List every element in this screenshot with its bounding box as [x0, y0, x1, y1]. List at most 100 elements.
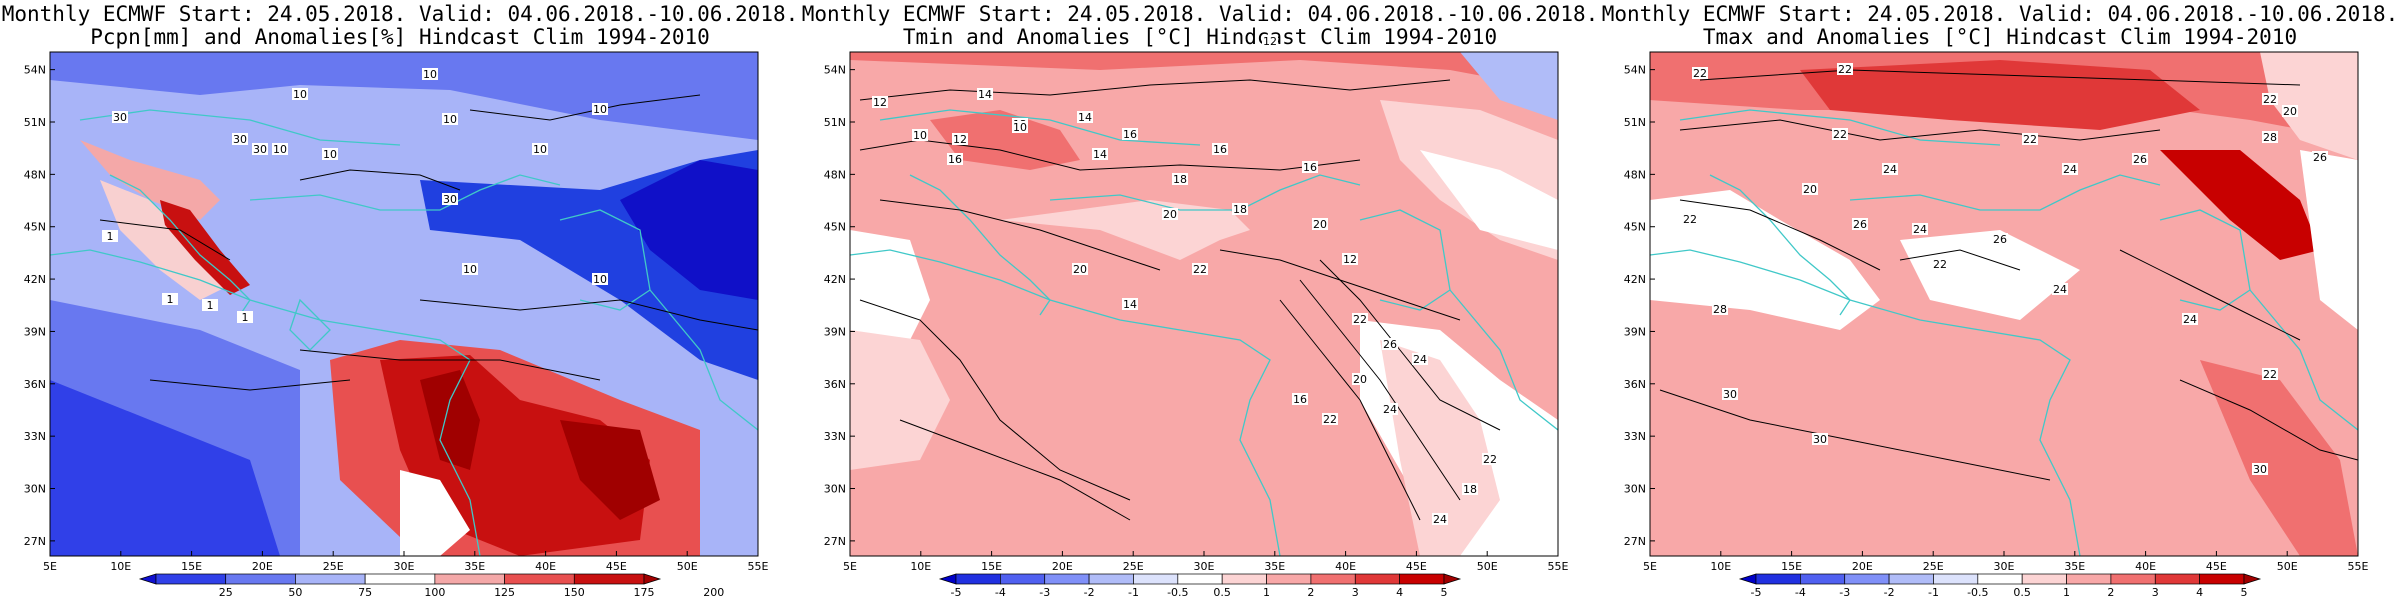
lon-tick-label: 30E — [1994, 560, 2015, 573]
contour-label: 26 — [1853, 218, 1867, 231]
colorbar-swatch — [1844, 573, 1890, 585]
colorbar-label: 4 — [2196, 586, 2203, 599]
lon-tick-label: 25E — [1123, 560, 1144, 573]
lat-tick-label: 45N — [1624, 221, 1646, 234]
contour-label: 30 — [443, 193, 457, 206]
contour-label-bg — [1072, 263, 1088, 275]
lat-tick-label: 48N — [24, 168, 46, 181]
colorbar-swatch — [1000, 573, 1046, 585]
lon-tick-label: 25E — [1923, 560, 1944, 573]
contour-label: 22 — [1323, 413, 1337, 426]
contour-label-bg — [1212, 143, 1228, 155]
contour-label-bg — [1172, 173, 1188, 185]
colorbar: -5 -4 -3 -2 -1 -0.5 0.5 1 2 3 4 5 — [938, 573, 1462, 599]
colorbar-swatch — [1177, 573, 1223, 585]
colorbar-label: -5 — [1751, 586, 1762, 599]
contour-label-bg — [977, 88, 993, 100]
lon-tick-label: 30E — [394, 560, 415, 573]
contour-label: 16 — [1123, 128, 1137, 141]
lon-tick-label: 45E — [2206, 560, 2227, 573]
lon-tick-label: 15E — [981, 560, 1002, 573]
panel-subtitle: Tmin and Anomalies [°C] Hindcast Clim 19… — [902, 25, 1498, 49]
contour-label-bg — [1882, 163, 1898, 175]
contour-label: 10 — [913, 129, 927, 142]
contour-label-bg — [1382, 403, 1398, 415]
lat-tick-label: 36N — [1624, 378, 1646, 391]
contour-labels: 10 10 10 30 30 10 10 10 10 30 1 10 1 1 1 30 10 — [102, 68, 608, 324]
contour-label: 10 — [463, 263, 477, 276]
lat-tick-label: 27N — [824, 535, 846, 548]
contour-label-bg — [442, 193, 458, 205]
contour-label: 30 — [113, 111, 127, 124]
panel-subtitle: Tmax and Anomalies [°C] Hindcast Clim 19… — [1702, 25, 2298, 49]
contour-label: 24 — [2053, 283, 2067, 296]
contour-label-bg — [1232, 203, 1248, 215]
colorbar-label: -3 — [1839, 586, 1850, 599]
contour-label: 30 — [233, 133, 247, 146]
colorbar-swatch — [573, 573, 645, 585]
colorbar-swatch — [1354, 573, 1400, 585]
lat-axis: 54N 51N 48N 45N 42N 39N 36N 33N 30N 27N — [1624, 64, 1655, 548]
lat-tick-label: 33N — [824, 430, 846, 443]
panel-precipitation: Monthly ECMWF Start: 24.05.2018. Valid: … — [0, 0, 800, 600]
lat-tick-label: 51N — [24, 116, 46, 129]
contour-label-bg — [2262, 93, 2278, 105]
contour-label: 30 — [1813, 433, 1827, 446]
contour-label-bg — [1432, 513, 1448, 525]
contour-label: 1 — [167, 293, 174, 306]
lat-tick-label: 51N — [1624, 116, 1646, 129]
lon-tick-label: 15E — [181, 560, 202, 573]
lat-tick-label: 54N — [24, 64, 46, 77]
contour-label-bg — [947, 153, 963, 165]
contour-label-bg — [2262, 368, 2278, 380]
colorbar-swatch — [1221, 573, 1267, 585]
contour-label-bg — [2132, 153, 2148, 165]
colorbar-swatch — [1044, 573, 1090, 585]
contour-label: 16 — [1303, 161, 1317, 174]
contour-label: 22 — [1693, 67, 1707, 80]
contour-label-bg — [102, 230, 118, 242]
lat-tick-label: 54N — [824, 64, 846, 77]
colorbar-arrow-low — [938, 573, 957, 585]
contour-label: 26 — [1383, 338, 1397, 351]
lon-tick-label: 20E — [1052, 560, 1073, 573]
contour-label-bg — [1012, 121, 1028, 133]
contour-label: 1 — [242, 311, 249, 324]
colorbar-swatch — [295, 573, 366, 585]
colorbar-arrow-low — [138, 573, 157, 585]
lon-tick-label: 10E — [1710, 560, 1731, 573]
contour-label-bg — [1382, 338, 1398, 350]
colorbar-swatch — [2021, 573, 2067, 585]
contour-label-bg — [1832, 128, 1848, 140]
contour-label-bg — [1122, 128, 1138, 140]
colorbar-label: 100 — [424, 586, 445, 599]
contour-label: 22 — [1833, 128, 1847, 141]
anomaly-field — [850, 52, 1558, 556]
contour-label: 28 — [2263, 131, 2277, 144]
contour-label-bg — [592, 273, 608, 285]
lat-tick-label: 51N — [824, 116, 846, 129]
contour-label: 30 — [2253, 463, 2267, 476]
contour-label: 20 — [1163, 208, 1177, 221]
colorbar-swatch — [2199, 573, 2245, 585]
colorbar-arrow-low — [1738, 573, 1757, 585]
contour-label: 1 — [107, 230, 114, 243]
colorbar-swatch — [1310, 573, 1356, 585]
colorbar-label: 2 — [2107, 586, 2114, 599]
contour-label: 30 — [1723, 388, 1737, 401]
contour-label: 24 — [1913, 223, 1927, 236]
contour-label-bg — [532, 143, 548, 155]
contour-label: 26 — [2313, 151, 2327, 164]
contour-label-bg — [1712, 303, 1728, 315]
colorbar-label: 1 — [1263, 586, 1270, 599]
colorbar-label: 125 — [494, 586, 515, 599]
lat-tick-label: 48N — [824, 168, 846, 181]
colorbar-swatch — [1266, 573, 1312, 585]
contour-label: 26 — [1993, 233, 2007, 246]
lon-tick-label: 20E — [1852, 560, 1873, 573]
contour-label: 22 — [1353, 313, 1367, 326]
colorbar-swatch — [225, 573, 296, 585]
colorbar-label: -1 — [1128, 586, 1139, 599]
contour-label: 24 — [1413, 353, 1427, 366]
contour-label-bg — [1292, 393, 1308, 405]
